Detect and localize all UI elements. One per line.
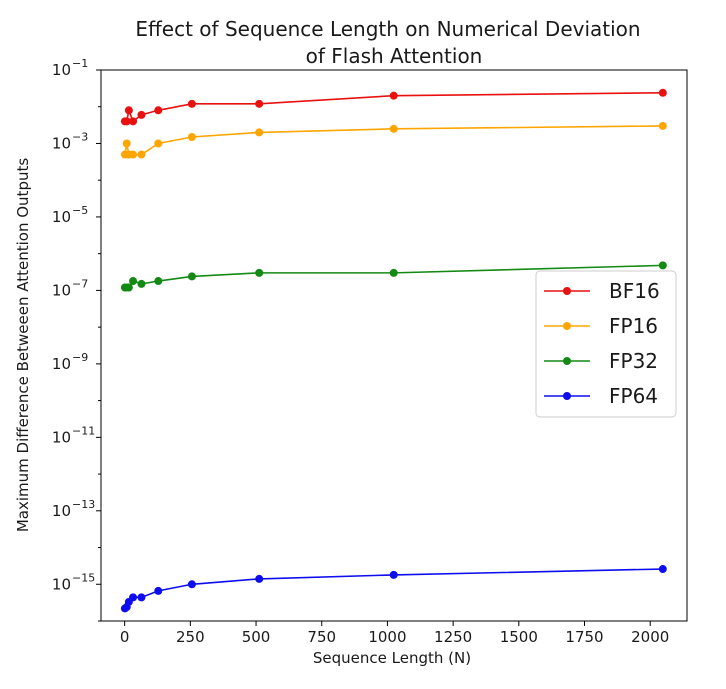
data-point-bf16 — [124, 106, 133, 115]
legend-label: BF16 — [609, 279, 660, 303]
data-point-fp32 — [129, 277, 138, 286]
data-point-fp64 — [389, 570, 398, 579]
y-tick-exponent: −7 — [72, 277, 88, 290]
data-point-fp64 — [658, 565, 667, 574]
y-tick-label: 10 — [52, 208, 71, 226]
data-point-fp64 — [137, 593, 146, 602]
x-axis-label: Sequence Length (N) — [313, 649, 471, 667]
data-point-fp32 — [137, 279, 146, 288]
data-point-fp16 — [187, 132, 196, 141]
legend-swatch-marker — [563, 287, 571, 295]
series-fp64 — [120, 565, 667, 613]
x-tick-label: 1750 — [565, 628, 603, 646]
series-fp16 — [120, 121, 667, 159]
data-point-fp64 — [255, 574, 264, 583]
data-point-bf16 — [658, 88, 667, 97]
y-tick-label: 10 — [52, 575, 71, 593]
y-tick-label: 10 — [52, 61, 71, 79]
data-point-bf16 — [137, 110, 146, 119]
y-tick-base: 10 — [52, 502, 71, 520]
x-tick-label: 0 — [120, 628, 130, 646]
legend-entry-bf16: BF16 — [544, 279, 660, 303]
data-point-fp16 — [389, 124, 398, 133]
y-axis-label: Maximum Difference Betweeen Attention Ou… — [14, 158, 32, 533]
legend-entry-fp32: FP32 — [544, 349, 658, 373]
legend-swatch-marker — [563, 322, 571, 330]
data-point-fp16 — [255, 128, 264, 137]
y-tick-exponent: −13 — [72, 498, 95, 511]
legend-swatch-marker — [563, 357, 571, 365]
data-point-bf16 — [122, 117, 131, 126]
data-point-fp16 — [129, 150, 138, 159]
data-point-fp32 — [658, 261, 667, 270]
y-tick-base: 10 — [52, 355, 71, 373]
legend: BF16 FP16 FP32 FP64 — [535, 270, 677, 418]
chart-title-line-2: of Flash Attention — [306, 44, 483, 68]
legend-entry-fp64: FP64 — [544, 384, 658, 408]
legend-box — [535, 270, 677, 418]
x-tick-label: 1000 — [368, 628, 406, 646]
data-point-fp64 — [129, 593, 138, 602]
series-layer — [120, 88, 667, 613]
legend-swatch-marker — [563, 392, 571, 400]
y-tick-exponent: −1 — [72, 57, 88, 70]
data-point-bf16 — [129, 117, 138, 126]
data-point-fp32 — [389, 268, 398, 277]
chart-title-line-1: Effect of Sequence Length on Numerical D… — [135, 17, 640, 41]
x-tick-label: 500 — [242, 628, 271, 646]
series-bf16 — [120, 88, 667, 126]
data-point-fp32 — [187, 272, 196, 281]
y-tick-base: 10 — [52, 208, 71, 226]
y-tick-base: 10 — [52, 575, 71, 593]
legend-label: FP64 — [609, 384, 658, 408]
data-point-fp16 — [122, 139, 131, 148]
x-tick-label: 750 — [307, 628, 336, 646]
x-axis: 0 250 500 750 1000 1250 1500 1750 2000 — [120, 621, 669, 646]
y-tick-label: 10 — [52, 428, 71, 446]
x-tick-label: 2000 — [631, 628, 669, 646]
data-point-fp16 — [137, 150, 146, 159]
legend-label: FP16 — [609, 314, 658, 338]
y-tick-base: 10 — [52, 281, 71, 299]
y-tick-exponent: −11 — [72, 424, 95, 437]
series-line-fp16 — [124, 125, 663, 156]
data-point-bf16 — [187, 99, 196, 108]
x-tick-label: 1250 — [434, 628, 472, 646]
y-tick-label: 10 — [52, 355, 71, 373]
series-line-bf16 — [124, 91, 663, 123]
data-point-fp32 — [124, 283, 133, 292]
data-point-bf16 — [389, 91, 398, 100]
data-point-fp16 — [658, 121, 667, 130]
y-tick-base: 10 — [52, 428, 71, 446]
y-tick-label: 10 — [52, 502, 71, 520]
x-tick-label: 250 — [176, 628, 205, 646]
y-tick-label: 10 — [52, 134, 71, 152]
data-point-fp64 — [187, 580, 196, 589]
legend-entry-fp16: FP16 — [544, 314, 658, 338]
series-fp32 — [120, 261, 667, 292]
y-tick-base: 10 — [52, 61, 71, 79]
x-tick-label: 1500 — [500, 628, 538, 646]
y-tick-exponent: −9 — [72, 351, 88, 364]
y-tick-exponent: −5 — [72, 204, 88, 217]
y-tick-exponent: −3 — [72, 130, 88, 143]
y-tick-label: 10 — [52, 281, 71, 299]
data-point-bf16 — [255, 99, 264, 108]
legend-label: FP32 — [609, 349, 658, 373]
y-tick-exponent: −15 — [72, 571, 95, 584]
data-point-bf16 — [154, 106, 163, 115]
data-point-fp32 — [255, 268, 264, 277]
data-point-fp16 — [154, 139, 163, 148]
y-tick-base: 10 — [52, 134, 71, 152]
data-point-fp32 — [154, 277, 163, 286]
data-point-fp64 — [154, 586, 163, 595]
